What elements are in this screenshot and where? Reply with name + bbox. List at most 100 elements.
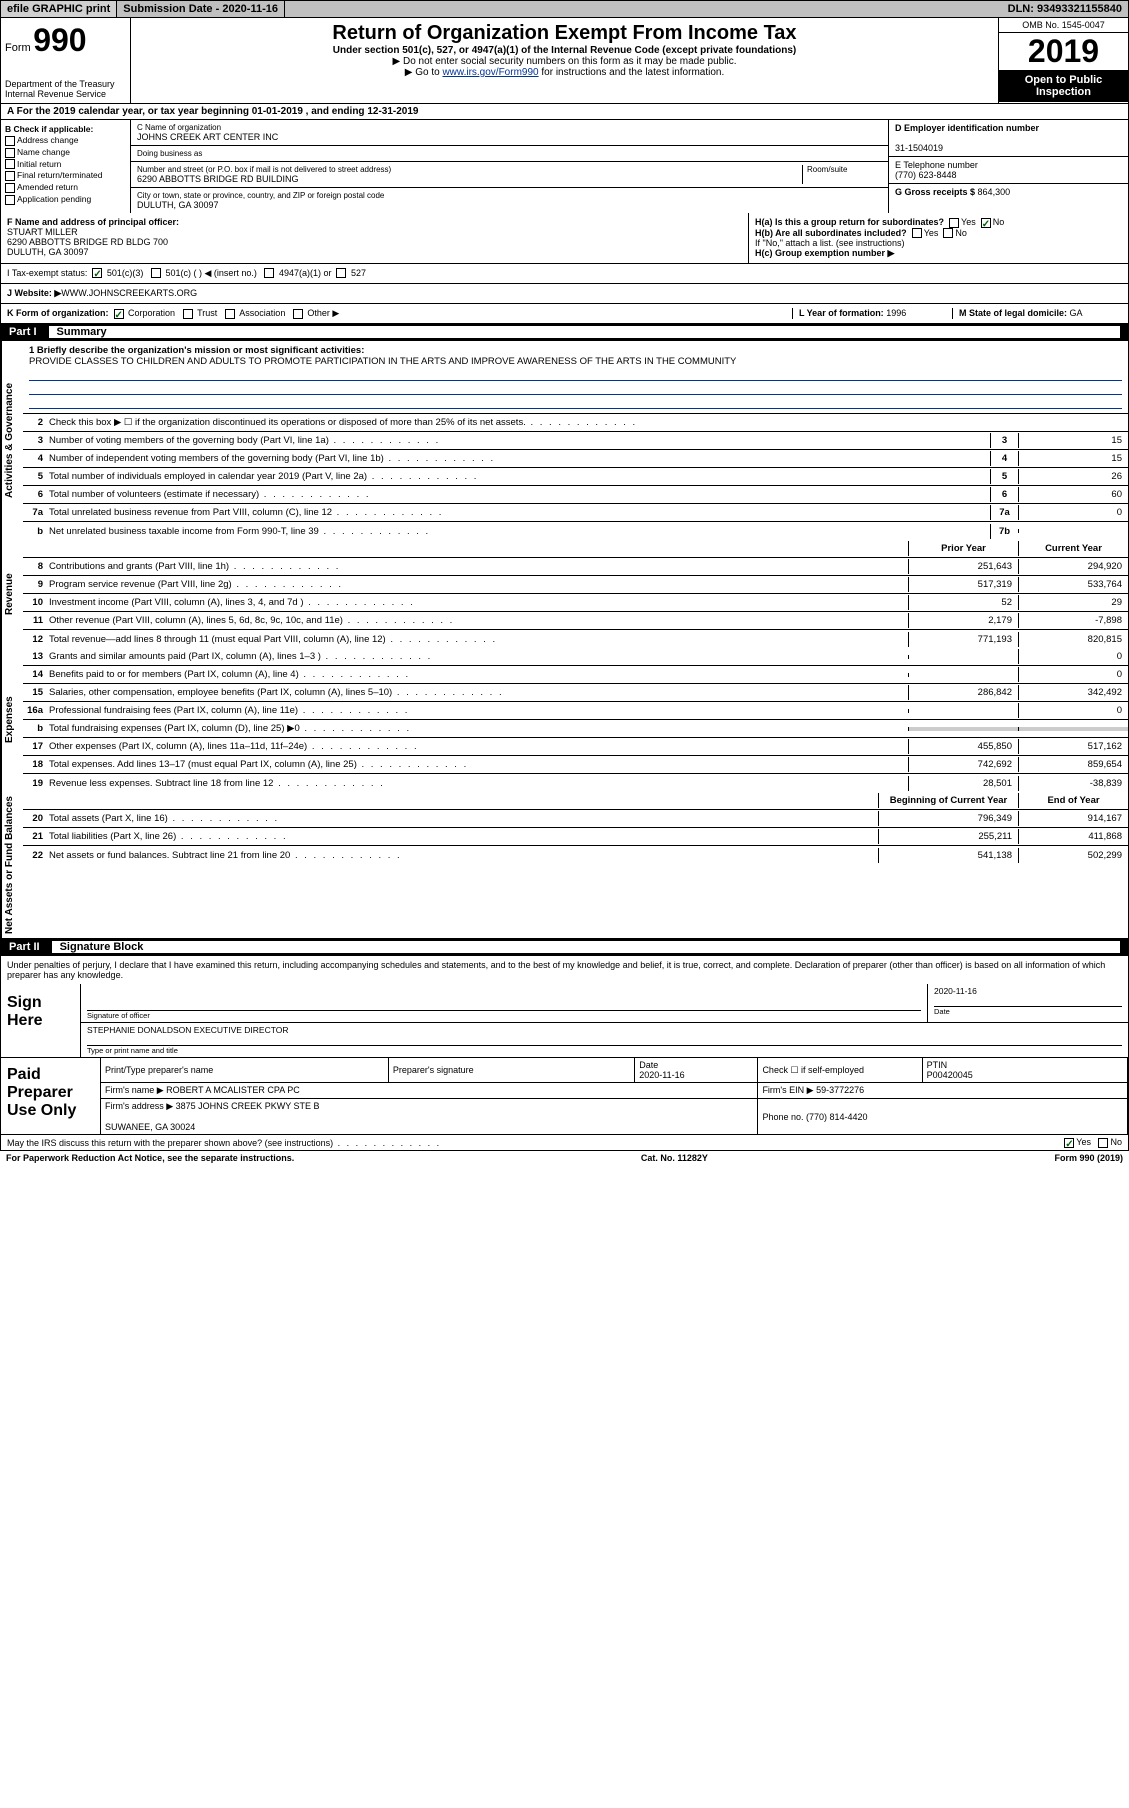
line-num: b <box>23 524 45 539</box>
line-15: 15Salaries, other compensation, employee… <box>23 684 1128 702</box>
form-title: Return of Organization Exempt From Incom… <box>135 22 994 45</box>
efile-print-button[interactable]: efile GRAPHIC print <box>1 1 117 17</box>
line-7a: 7aTotal unrelated business revenue from … <box>23 504 1128 522</box>
chk-4947[interactable] <box>264 268 274 278</box>
current-year-val: -38,839 <box>1018 776 1128 791</box>
signature-declaration: Under penalties of perjury, I declare th… <box>0 956 1129 984</box>
mission-q: 1 Briefly describe the organization's mi… <box>29 345 364 356</box>
ein-value: 31-1504019 <box>895 143 943 153</box>
prior-year-val: 771,193 <box>908 632 1018 647</box>
phone-value: (770) 623-8448 <box>895 170 957 180</box>
line-desc: Other expenses (Part IX, column (A), lin… <box>45 739 908 754</box>
line-val: 26 <box>1018 469 1128 484</box>
f-label: F Name and address of principal officer: <box>7 217 179 227</box>
line-val: 60 <box>1018 487 1128 502</box>
chk-name-change[interactable]: Name change <box>5 147 126 158</box>
city-label: City or town, state or province, country… <box>137 191 882 200</box>
line-19: 19Revenue less expenses. Subtract line 1… <box>23 774 1128 792</box>
line-18: 18Total expenses. Add lines 13–17 (must … <box>23 756 1128 774</box>
discuss-no-chk[interactable] <box>1098 1138 1108 1148</box>
ha-yes-chk[interactable] <box>949 218 959 228</box>
line-num: b <box>23 721 45 736</box>
officer-addr2: DULUTH, GA 30097 <box>7 247 89 257</box>
line-num: 5 <box>23 469 45 484</box>
chk-association[interactable] <box>225 309 235 319</box>
line-desc: Other revenue (Part VIII, column (A), li… <box>45 613 908 628</box>
chk-final-return[interactable]: Final return/terminated <box>5 170 126 181</box>
chk-initial-return[interactable]: Initial return <box>5 159 126 170</box>
paid-preparer-block: Paid Preparer Use Only Print/Type prepar… <box>0 1058 1129 1135</box>
g-gross-label: G Gross receipts $ <box>895 187 978 197</box>
dept-treasury: Department of the Treasury Internal Reve… <box>5 79 126 99</box>
officer-name: STUART MILLER <box>7 227 78 237</box>
row-k-l-m: K Form of organization: Corporation Trus… <box>0 304 1129 324</box>
chk-501c3[interactable] <box>92 268 102 278</box>
current-year-val: 0 <box>1018 667 1128 682</box>
chk-other[interactable] <box>293 309 303 319</box>
current-year-val: 820,815 <box>1018 632 1128 647</box>
line-desc: Check this box ▶ ☐ if the organization d… <box>45 415 1128 430</box>
prior-year-val: 541,138 <box>878 848 1018 863</box>
officer-name-title: STEPHANIE DONALDSON EXECUTIVE DIRECTOR <box>87 1025 1122 1035</box>
line-desc: Total number of individuals employed in … <box>45 469 990 484</box>
ha-no-chk[interactable] <box>981 218 991 228</box>
l-label: L Year of formation: <box>799 308 886 318</box>
chk-501c[interactable] <box>151 268 161 278</box>
current-year-val: 914,167 <box>1018 811 1128 826</box>
street-address: 6290 ABBOTTS BRIDGE RD BUILDING <box>137 174 802 184</box>
part-i-header: Part I Summary <box>0 324 1129 341</box>
chk-amended-return[interactable]: Amended return <box>5 182 126 193</box>
current-year-val: 859,654 <box>1018 757 1128 772</box>
line-num: 21 <box>23 829 45 844</box>
hb-yes-chk[interactable] <box>912 228 922 238</box>
line-num: 17 <box>23 739 45 754</box>
prep-self-employed[interactable]: Check ☐ if self-employed <box>758 1058 922 1083</box>
irs-link[interactable]: www.irs.gov/Form990 <box>442 67 538 78</box>
line-num: 7a <box>23 505 45 520</box>
row-i-tax-status: I Tax-exempt status: 501(c)(3) 501(c) ( … <box>0 264 1129 284</box>
row-a-tax-year: A For the 2019 calendar year, or tax yea… <box>0 104 1129 120</box>
hb-label: H(b) Are all subordinates included? <box>755 228 907 238</box>
line-17: 17Other expenses (Part IX, column (A), l… <box>23 738 1128 756</box>
line-22: 22Net assets or fund balances. Subtract … <box>23 846 1128 864</box>
prior-year-val: 455,850 <box>908 739 1018 754</box>
line-2: 2Check this box ▶ ☐ if the organization … <box>23 414 1128 432</box>
vtab-revenue: Revenue <box>1 540 23 648</box>
line-desc: Grants and similar amounts paid (Part IX… <box>45 649 908 664</box>
line-num: 6 <box>23 487 45 502</box>
prior-year-val: 2,179 <box>908 613 1018 628</box>
room-label: Room/suite <box>807 165 882 174</box>
c-name-label: C Name of organization <box>137 123 882 132</box>
current-year-val: 502,299 <box>1018 848 1128 863</box>
chk-trust[interactable] <box>183 309 193 319</box>
ptin-value: P00420045 <box>927 1070 973 1080</box>
open-to-public: Open to Public Inspection <box>999 70 1128 102</box>
line-val: 0 <box>1018 505 1128 520</box>
tax-year: 2019 <box>999 33 1128 70</box>
current-year-val: 0 <box>1018 649 1128 664</box>
hb-no-chk[interactable] <box>943 228 953 238</box>
chk-address-change[interactable]: Address change <box>5 135 126 146</box>
chk-527[interactable] <box>336 268 346 278</box>
line-box: 3 <box>990 433 1018 448</box>
m-state: GA <box>1070 308 1083 318</box>
footer-note: For Paperwork Reduction Act Notice, see … <box>0 1151 1129 1165</box>
firm-name: ROBERT A MCALISTER CPA PC <box>166 1085 300 1095</box>
line-desc: Total liabilities (Part X, line 26) <box>45 829 878 844</box>
subtitle-2: ▶ Do not enter social security numbers o… <box>135 56 994 67</box>
sign-here-block: Sign Here Signature of officer 2020-11-1… <box>0 984 1129 1058</box>
chk-application-pending[interactable]: Application pending <box>5 194 126 205</box>
dba-label: Doing business as <box>137 149 882 158</box>
line-desc: Benefits paid to or for members (Part IX… <box>45 667 908 682</box>
cat-no: Cat. No. 11282Y <box>641 1153 708 1163</box>
paperwork-notice: For Paperwork Reduction Act Notice, see … <box>6 1153 294 1163</box>
subtitle-1: Under section 501(c), 527, or 4947(a)(1)… <box>135 45 994 56</box>
line-desc: Program service revenue (Part VIII, line… <box>45 577 908 592</box>
chk-corporation[interactable] <box>114 309 124 319</box>
firm-addr1: 3875 JOHNS CREEK PKWY STE B <box>176 1101 320 1111</box>
hc-label: H(c) Group exemption number ▶ <box>755 248 894 258</box>
current-year-val: 517,162 <box>1018 739 1128 754</box>
discuss-yes-chk[interactable] <box>1064 1138 1074 1148</box>
hb-note: If "No," attach a list. (see instruction… <box>755 238 1122 248</box>
firm-addr2: SUWANEE, GA 30024 <box>105 1122 195 1132</box>
